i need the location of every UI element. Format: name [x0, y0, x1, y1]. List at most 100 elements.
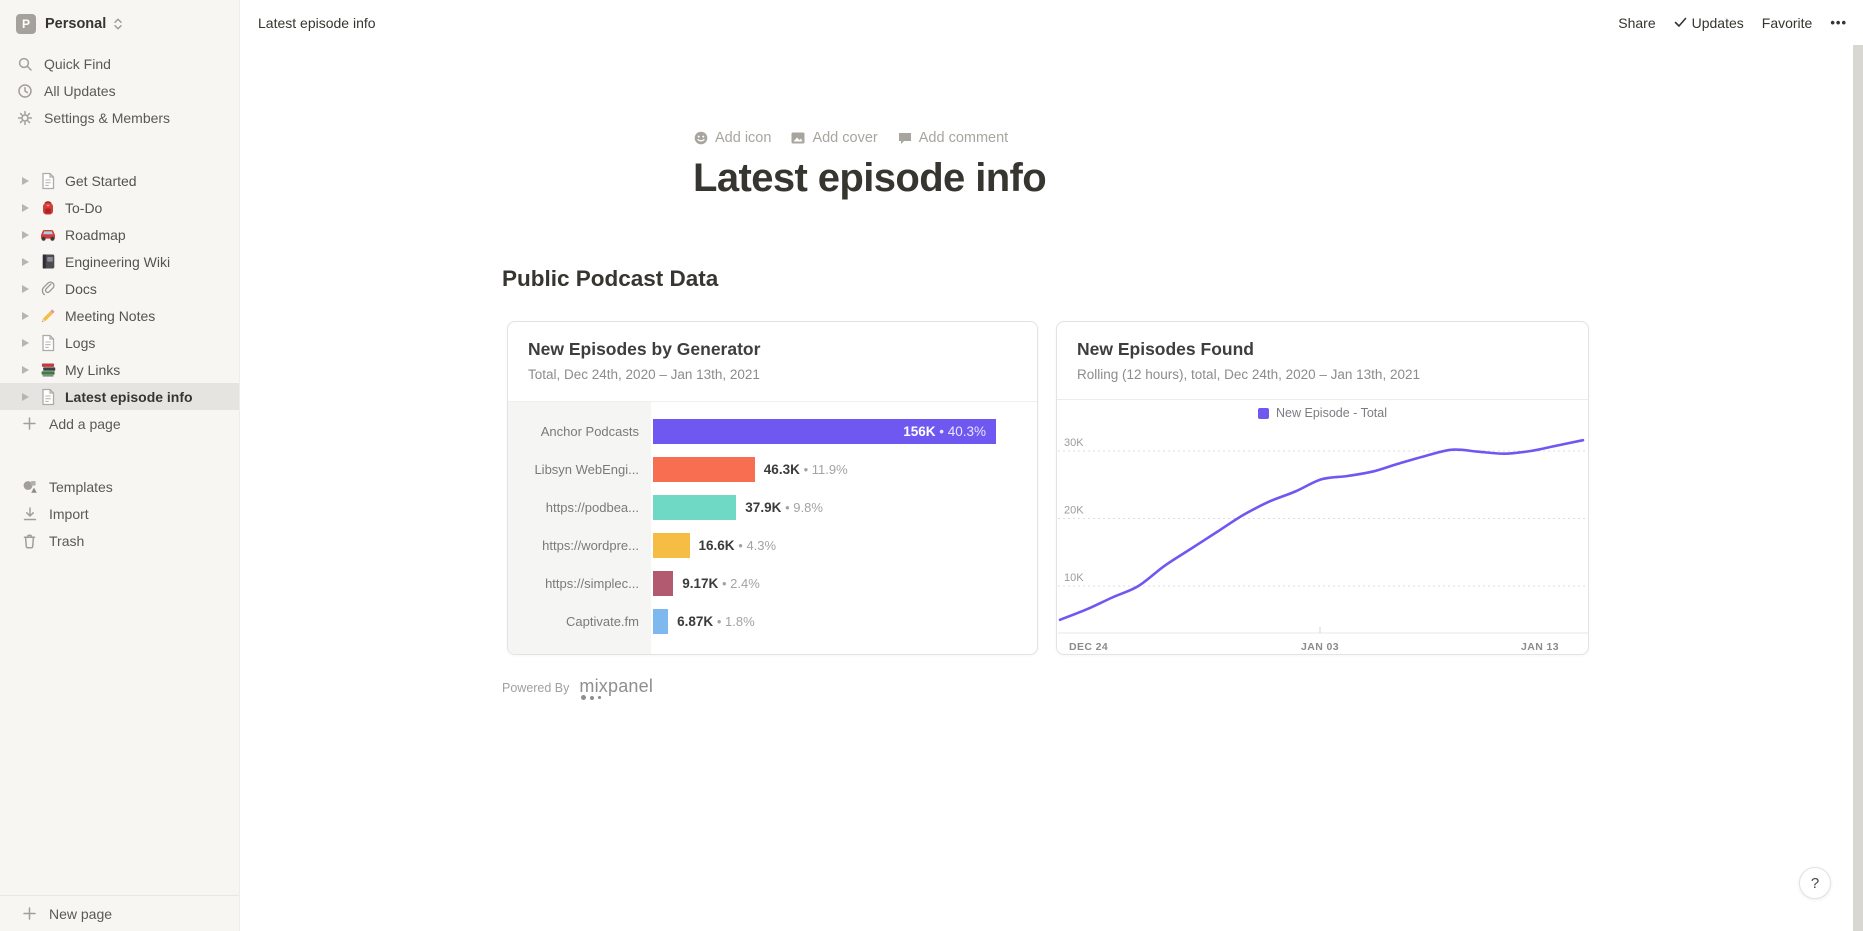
- mixpanel-wordmark: mixpanel: [579, 676, 654, 696]
- sidebar-item-label: Templates: [49, 478, 113, 495]
- updates-label: Updates: [1691, 14, 1744, 31]
- page-icon: [38, 334, 58, 352]
- bar[interactable]: [653, 494, 737, 520]
- breadcrumb[interactable]: Latest episode info: [258, 14, 376, 31]
- expand-toggle-icon[interactable]: [22, 176, 38, 185]
- smiley-icon: [694, 131, 708, 145]
- expand-toggle-icon[interactable]: [22, 338, 38, 347]
- bar[interactable]: [653, 532, 690, 558]
- page-label: Docs: [65, 280, 97, 297]
- expand-toggle-icon[interactable]: [22, 365, 38, 374]
- expand-toggle-icon[interactable]: [22, 230, 38, 239]
- sidebar-top-menu: Quick Find All Updates Settings & Members: [0, 50, 239, 131]
- bar[interactable]: [653, 608, 669, 634]
- more-options-button[interactable]: •••: [1830, 15, 1847, 30]
- add-cover-button[interactable]: Add cover: [790, 130, 878, 146]
- page-icon: [38, 172, 58, 190]
- bar[interactable]: [653, 570, 674, 596]
- bar[interactable]: [653, 456, 755, 482]
- bar[interactable]: 156K • 40.3%: [653, 418, 996, 444]
- backpack-icon: [38, 199, 58, 216]
- bar-category-label: https://simplec...: [545, 575, 639, 591]
- page-decoration-actions: Add icon Add cover Add comment: [693, 130, 1008, 146]
- sidebar-page-to-do[interactable]: To-Do: [0, 194, 239, 221]
- expand-toggle-icon[interactable]: [22, 392, 38, 401]
- bar-row[interactable]: https://podbea... 37.9K • 9.8%: [508, 488, 1037, 526]
- sidebar-item-import[interactable]: Import: [0, 500, 239, 527]
- line-chart-legend: New Episode - Total: [1057, 406, 1588, 420]
- powered-by-mixpanel[interactable]: Powered By mixpanel: [502, 676, 654, 700]
- checkmark-icon: [1674, 17, 1686, 27]
- bar-category-label: Libsyn WebEngi...: [534, 461, 639, 477]
- page-label: Latest episode info: [65, 388, 193, 405]
- sidebar-bottom-menu: Templates Import Trash: [0, 473, 239, 554]
- bar-value-label: 16.6K • 4.3%: [698, 537, 777, 553]
- new-page-label: New page: [49, 905, 113, 922]
- add-cover-label: Add cover: [812, 130, 878, 146]
- page-label: Logs: [65, 334, 96, 351]
- add-a-page-button[interactable]: Add a page: [0, 410, 239, 437]
- notebook-icon: [38, 253, 58, 270]
- bar-row[interactable]: https://wordpre... 16.6K • 4.3%: [508, 526, 1037, 564]
- line-series[interactable]: [1058, 438, 1585, 622]
- line-chart-card[interactable]: New Episodes Found Rolling (12 hours), t…: [1056, 321, 1589, 655]
- sidebar-pages: Get Started To-Do Roadmap Engineering Wiki D…: [0, 167, 239, 410]
- chevron-updown-icon: [113, 17, 123, 31]
- favorite-button[interactable]: Favorite: [1761, 14, 1813, 31]
- page-title[interactable]: Latest episode info: [693, 156, 1047, 200]
- bar-row[interactable]: https://simplec... 9.17K • 2.4%: [508, 564, 1037, 602]
- sidebar-page-engineering-wiki[interactable]: Engineering Wiki: [0, 248, 239, 275]
- import-icon: [22, 506, 38, 522]
- sidebar-page-get-started[interactable]: Get Started: [0, 167, 239, 194]
- vertical-scrollbar[interactable]: [1853, 45, 1863, 931]
- add-a-page-label: Add a page: [49, 415, 121, 432]
- bar-row[interactable]: Anchor Podcasts 156K • 40.3%: [508, 412, 1037, 450]
- page-icon: [38, 388, 58, 406]
- topbar: Latest episode info Share Updates Favori…: [240, 0, 1863, 45]
- add-icon-label: Add icon: [715, 130, 772, 146]
- share-button[interactable]: Share: [1618, 14, 1656, 31]
- y-axis-tick-label: 10K: [1064, 572, 1084, 584]
- sidebar-page-my-links[interactable]: My Links: [0, 356, 239, 383]
- help-button[interactable]: ?: [1799, 867, 1831, 899]
- bar-value-label: 9.17K • 2.4%: [682, 575, 760, 591]
- sidebar-item-settings-members[interactable]: Settings & Members: [0, 104, 239, 131]
- bar-chart-label-panel: [508, 402, 651, 654]
- sidebar-item-quick-find[interactable]: Quick Find: [0, 50, 239, 77]
- bar-chart: Anchor Podcasts 156K • 40.3% Libsyn WebEng…: [508, 401, 1037, 654]
- workspace-switcher[interactable]: P Personal: [6, 8, 233, 40]
- sidebar-page-roadmap[interactable]: Roadmap: [0, 221, 239, 248]
- expand-toggle-icon[interactable]: [22, 257, 38, 266]
- expand-toggle-icon[interactable]: [22, 311, 38, 320]
- sidebar-page-latest-episode-info[interactable]: Latest episode info: [0, 383, 239, 410]
- sidebar-item-templates[interactable]: Templates: [0, 473, 239, 500]
- bar-row[interactable]: Captivate.fm 6.87K • 1.8%: [508, 602, 1037, 640]
- sidebar-item-trash[interactable]: Trash: [0, 527, 239, 554]
- sidebar-page-logs[interactable]: Logs: [0, 329, 239, 356]
- sidebar-item-label: Quick Find: [44, 55, 111, 72]
- bar-chart-card[interactable]: New Episodes by Generator Total, Dec 24t…: [507, 321, 1038, 655]
- expand-toggle-icon[interactable]: [22, 284, 38, 293]
- page-label: Meeting Notes: [65, 307, 156, 324]
- add-icon-button[interactable]: Add icon: [693, 130, 771, 146]
- car-icon: [38, 227, 58, 242]
- updates-button[interactable]: Updates: [1674, 15, 1744, 31]
- workspace-avatar: P: [16, 14, 36, 34]
- page-label: Engineering Wiki: [65, 253, 171, 270]
- sidebar-item-all-updates[interactable]: All Updates: [0, 77, 239, 104]
- sidebar-page-meeting-notes[interactable]: Meeting Notes: [0, 302, 239, 329]
- bar-category-label: Captivate.fm: [566, 613, 639, 629]
- bar-value-label: 46.3K • 11.9%: [763, 461, 848, 477]
- sidebar-page-docs[interactable]: Docs: [0, 275, 239, 302]
- x-axis-tick-label: DEC 24: [1069, 641, 1108, 653]
- line-chart-title: New Episodes Found: [1077, 339, 1254, 359]
- expand-toggle-icon[interactable]: [22, 203, 38, 212]
- x-axis-tick-label: JAN 13: [1521, 641, 1559, 653]
- add-comment-button[interactable]: Add comment: [897, 130, 1008, 146]
- bar-row[interactable]: Libsyn WebEngi... 46.3K • 11.9%: [508, 450, 1037, 488]
- mixpanel-logo-dots: [581, 695, 601, 700]
- new-page-button[interactable]: New page: [0, 895, 239, 931]
- section-heading[interactable]: Public Podcast Data: [502, 266, 719, 291]
- page-label: To-Do: [65, 199, 103, 216]
